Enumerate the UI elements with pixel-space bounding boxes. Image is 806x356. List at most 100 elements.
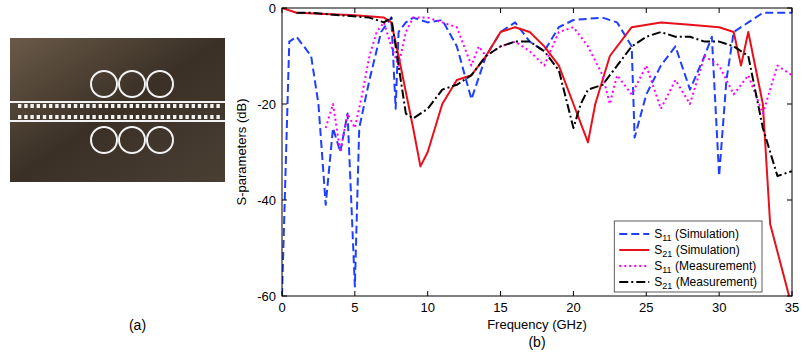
y-tick-label: 0 (269, 1, 276, 16)
comb-stub (154, 104, 157, 108)
comb-stub (37, 104, 40, 108)
legend-label: S21 (Measurement) (654, 275, 757, 291)
ring-resonator (147, 127, 173, 153)
plot-frame (282, 8, 792, 296)
comb-stub (49, 104, 52, 108)
series-line (326, 18, 792, 152)
legend-label: S11 (Measurement) (654, 259, 756, 275)
x-tick-label: 30 (712, 300, 726, 315)
x-tick (646, 8, 647, 13)
comb-stub (161, 115, 164, 119)
comb-stub (185, 115, 188, 119)
ring-resonator (119, 127, 145, 153)
y-axis-title: S-parameters (dB) (234, 99, 249, 206)
legend-swatch (619, 265, 649, 267)
comb-stub (99, 104, 102, 108)
comb-stub (24, 104, 27, 108)
comb-stub (154, 115, 157, 119)
photo (10, 38, 225, 182)
comb-stub (136, 115, 139, 119)
legend-label-sub: 11 (662, 233, 671, 243)
y-tick-label: -40 (257, 193, 276, 208)
legend-swatch (619, 281, 649, 283)
x-tick (792, 291, 793, 296)
x-tick (573, 291, 574, 296)
panel-label: (b) (528, 334, 545, 350)
series-group (282, 8, 792, 296)
legend-label-part: (Simulation) (672, 227, 739, 241)
legend-swatch (619, 249, 649, 251)
comb-stub (55, 104, 58, 108)
comb-stub (61, 104, 64, 108)
figure: (a)05101520253035-60-40-200Frequency (GH… (0, 0, 806, 356)
y-tick-label: -60 (257, 289, 276, 304)
comb-stub (185, 104, 188, 108)
comb-stub (99, 115, 102, 119)
y-tick (787, 200, 792, 201)
comb-stub (30, 115, 33, 119)
x-tick-label: 5 (351, 300, 358, 315)
comb-stub (130, 115, 133, 119)
y-tick (282, 8, 287, 9)
x-tick (427, 8, 428, 13)
x-tick-label: 15 (493, 300, 507, 315)
comb-stub (80, 104, 83, 108)
comb-stub (204, 115, 207, 119)
legend-box (614, 221, 762, 292)
comb-stub (55, 115, 58, 119)
comb-stub (105, 104, 108, 108)
x-tick (427, 291, 428, 296)
comb-stub (204, 104, 207, 108)
y-tick (787, 104, 792, 105)
x-tick-label: 10 (420, 300, 434, 315)
x-tick-label: 25 (639, 300, 653, 315)
comb-stub (43, 115, 46, 119)
x-tick (282, 291, 283, 296)
legend-label-sub: 21 (662, 281, 672, 291)
comb-stub (68, 115, 71, 119)
comb-stub (148, 104, 151, 108)
comb-stub (117, 115, 120, 119)
comb-stub (86, 104, 89, 108)
comb-stub (179, 115, 182, 119)
legend-label: S11 (Simulation) (654, 227, 739, 243)
x-tick (573, 8, 574, 13)
comb-stub (86, 115, 89, 119)
comb-stub (167, 115, 170, 119)
y-tick (282, 104, 287, 105)
y-tick (282, 296, 287, 297)
comb-stub (123, 104, 126, 108)
legend-label-sub: 21 (662, 249, 672, 259)
legend-swatch (619, 233, 649, 235)
comb-stub (142, 104, 145, 108)
series-line (282, 13, 792, 296)
comb-stub (61, 115, 64, 119)
series-line (282, 8, 789, 296)
comb-stub (18, 115, 21, 119)
x-tick-label: 0 (278, 300, 285, 315)
comb-stub (74, 104, 77, 108)
y-tick (282, 200, 287, 201)
x-tick (282, 8, 283, 13)
plot-background (282, 8, 792, 296)
comb-stub (24, 115, 27, 119)
comb-stub (210, 104, 213, 108)
comb-stub (216, 104, 219, 108)
x-tick-label: 20 (566, 300, 580, 315)
comb-stub (173, 104, 176, 108)
comb-stub (105, 115, 108, 119)
legend-label-part: (Measurement) (672, 259, 757, 273)
x-tick (719, 8, 720, 13)
legend: S11 (Simulation)S21 (Simulation)S11 (Mea… (614, 221, 762, 292)
legend-label-sub: 11 (662, 265, 671, 275)
comb-stub (111, 115, 114, 119)
comb-stub (30, 104, 33, 108)
legend-label-part: S (654, 275, 662, 289)
x-tick (500, 291, 501, 296)
series-line (297, 13, 792, 176)
legend-label-part: S (654, 227, 662, 241)
comb-stub (92, 115, 95, 119)
comb-stub (192, 104, 195, 108)
comb-stub (161, 104, 164, 108)
x-tick (354, 291, 355, 296)
